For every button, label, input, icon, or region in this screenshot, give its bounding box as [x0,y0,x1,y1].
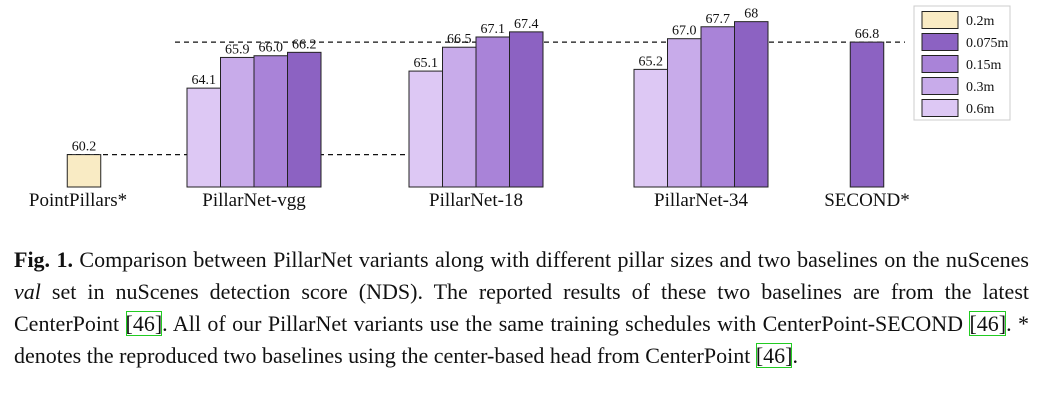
legend-swatch [921,33,959,51]
value-label: 67.4 [514,17,539,32]
bar [287,51,322,188]
value-label: 68 [744,7,758,22]
caption-label: Fig. 1. [14,247,73,272]
value-label: 65.9 [225,42,250,57]
chart: 60.2 PointPillars* 64.1 65.9 66.0 66.2 PillarN… [29,5,1011,211]
caption-text: Comparison between PillarNet variants al… [79,247,1029,272]
bar [849,41,885,188]
value-label: 60.2 [72,140,97,155]
x-tick-label: SECOND* [824,190,910,211]
bar [700,26,735,188]
value-label: 66.8 [855,27,880,42]
caption-text: . [792,343,798,368]
bar [475,36,510,188]
citation[interactable]: [46] [125,311,163,336]
value-label: 64.1 [192,73,217,88]
bar [253,55,288,188]
value-label: 66.5 [447,32,472,47]
caption-text: val [14,279,41,304]
value-label: 66.0 [259,41,284,56]
caption-text: . * denotes the reproduced two baselines… [14,311,1029,368]
legend-label: 0.075m [966,36,1009,51]
legend-swatch [921,99,959,117]
legend-label: 0.2m [966,14,995,29]
legend-label: 0.15m [966,58,1002,73]
x-tick-label: PillarNet-18 [429,190,523,211]
x-tick-label: PillarNet-34 [654,190,748,211]
legend-swatch [921,11,959,29]
bar [220,56,255,188]
bar [667,38,702,188]
bar [734,21,769,188]
value-label: 67.1 [481,22,506,37]
citation[interactable]: [46] [755,343,793,368]
legend-label: 0.6m [966,102,995,117]
value-label: 65.1 [414,56,439,71]
value-label: 67.7 [706,12,731,27]
value-label: 66.2 [292,37,317,52]
bar [66,154,102,188]
bar [509,31,544,188]
value-label: 67.0 [672,24,697,39]
citation[interactable]: [46] [969,311,1007,336]
x-tick-label: PillarNet-vgg [202,190,306,211]
bar [442,46,477,188]
value-label: 65.2 [639,54,664,69]
caption: Fig. 1. Comparison between PillarNet var… [14,244,1029,372]
legend-swatch [921,77,959,95]
bar [408,70,443,188]
caption-text: . All of our PillarNet variants use the … [162,311,970,336]
x-tick-label: PointPillars* [29,190,127,211]
legend-swatch [921,55,959,73]
legend-label: 0.3m [966,80,995,95]
caption-text: set in nuScenes detection score (NDS). T… [14,279,1029,336]
bar [633,68,668,188]
bar [186,87,221,188]
